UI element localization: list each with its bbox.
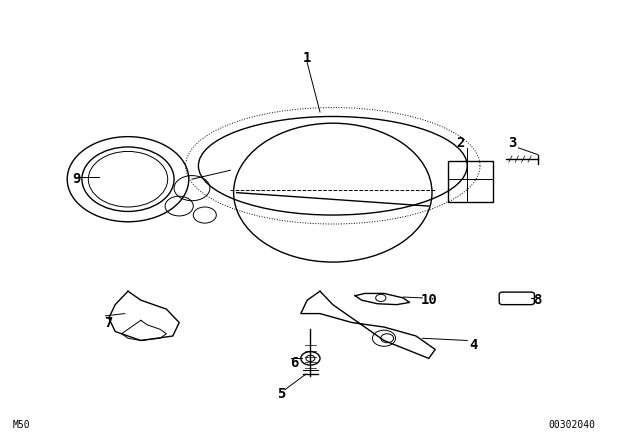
Text: 7: 7 [104,315,113,330]
Text: 10: 10 [420,293,437,307]
Text: 3: 3 [508,136,516,151]
Text: 00302040: 00302040 [548,420,595,430]
Text: 4: 4 [469,338,478,352]
Text: 2: 2 [456,136,465,151]
Text: 5: 5 [277,387,286,401]
Text: 6: 6 [290,356,299,370]
Text: 1: 1 [303,51,312,65]
Text: 8: 8 [533,293,542,307]
Text: M50: M50 [13,420,31,430]
Text: 9: 9 [72,172,81,186]
